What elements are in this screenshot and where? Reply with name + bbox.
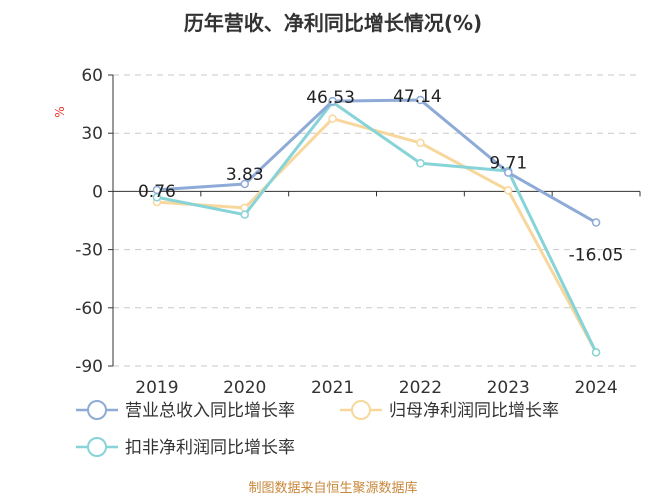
y-tick-label: -60 [75,299,103,319]
x-axis-ticks: 2019 2020 2021 2022 2023 2024 [112,191,641,398]
y-tick-label: 0 [92,182,103,202]
legend-item-2[interactable]: 归母净利润同比增长率 [340,400,559,421]
series-line-3 [156,100,598,354]
legend-marker [87,400,107,420]
y-tick-label: 60 [81,66,103,86]
series-3 [152,97,601,357]
legend-label: 营业总收入同比增长率 [125,401,295,421]
data-point [591,348,601,357]
x-tick-label-2019: 2019 [135,378,178,398]
legend-label: 扣非净利润同比增长率 [125,438,295,458]
data-point [416,95,425,105]
legend-marker [87,437,107,457]
legend-marker [351,400,371,420]
x-tick-label-2022: 2022 [399,378,442,398]
legend-item-1[interactable]: 营业总收入同比增长率 [76,400,295,421]
x-tick-label-2024: 2024 [574,378,617,398]
series-lines [152,95,601,357]
y-tick-label: 30 [81,124,103,144]
y-tick-label: -90 [75,357,103,377]
chart-title: 历年营收、净利同比增长情况(%) [184,11,482,35]
y-axis-ticks: 60 30 0 -30 -60 -90 [75,66,113,377]
data-label: 0.76 [138,182,176,202]
series-1 [152,95,601,227]
data-point [416,138,425,148]
data-point [328,114,337,123]
gridlines [113,74,640,367]
legend-item-3[interactable]: 扣非净利润同比增长率 [76,437,295,458]
x-tick-label-2023: 2023 [487,378,530,398]
data-label: 3.83 [226,165,264,185]
data-point [591,218,601,227]
data-point [504,186,513,195]
data-label: 9.71 [489,154,527,174]
axes [112,75,640,366]
data-label: -16.05 [569,246,624,266]
data-labels: 0.76 3.83 46.53 47.14 9.71 -16.05 [138,87,624,266]
source-note: 制图数据来自恒生聚源数据库 [248,480,417,496]
data-point [504,168,513,177]
data-label: 46.53 [306,88,355,108]
data-point [416,159,425,168]
x-tick-label-2020: 2020 [223,378,266,398]
x-tick-label-2021: 2021 [311,378,354,398]
series-line-2 [156,117,598,354]
series-line-1 [156,98,597,224]
data-point [152,185,162,195]
series-2 [152,114,601,357]
y-axis-unit: % [53,106,67,117]
data-point [240,210,249,219]
data-label: 47.14 [393,87,442,107]
data-point [240,179,249,189]
data-point [328,96,337,106]
y-tick-label: -30 [75,241,103,261]
legend-label: 归母净利润同比增长率 [389,401,559,421]
